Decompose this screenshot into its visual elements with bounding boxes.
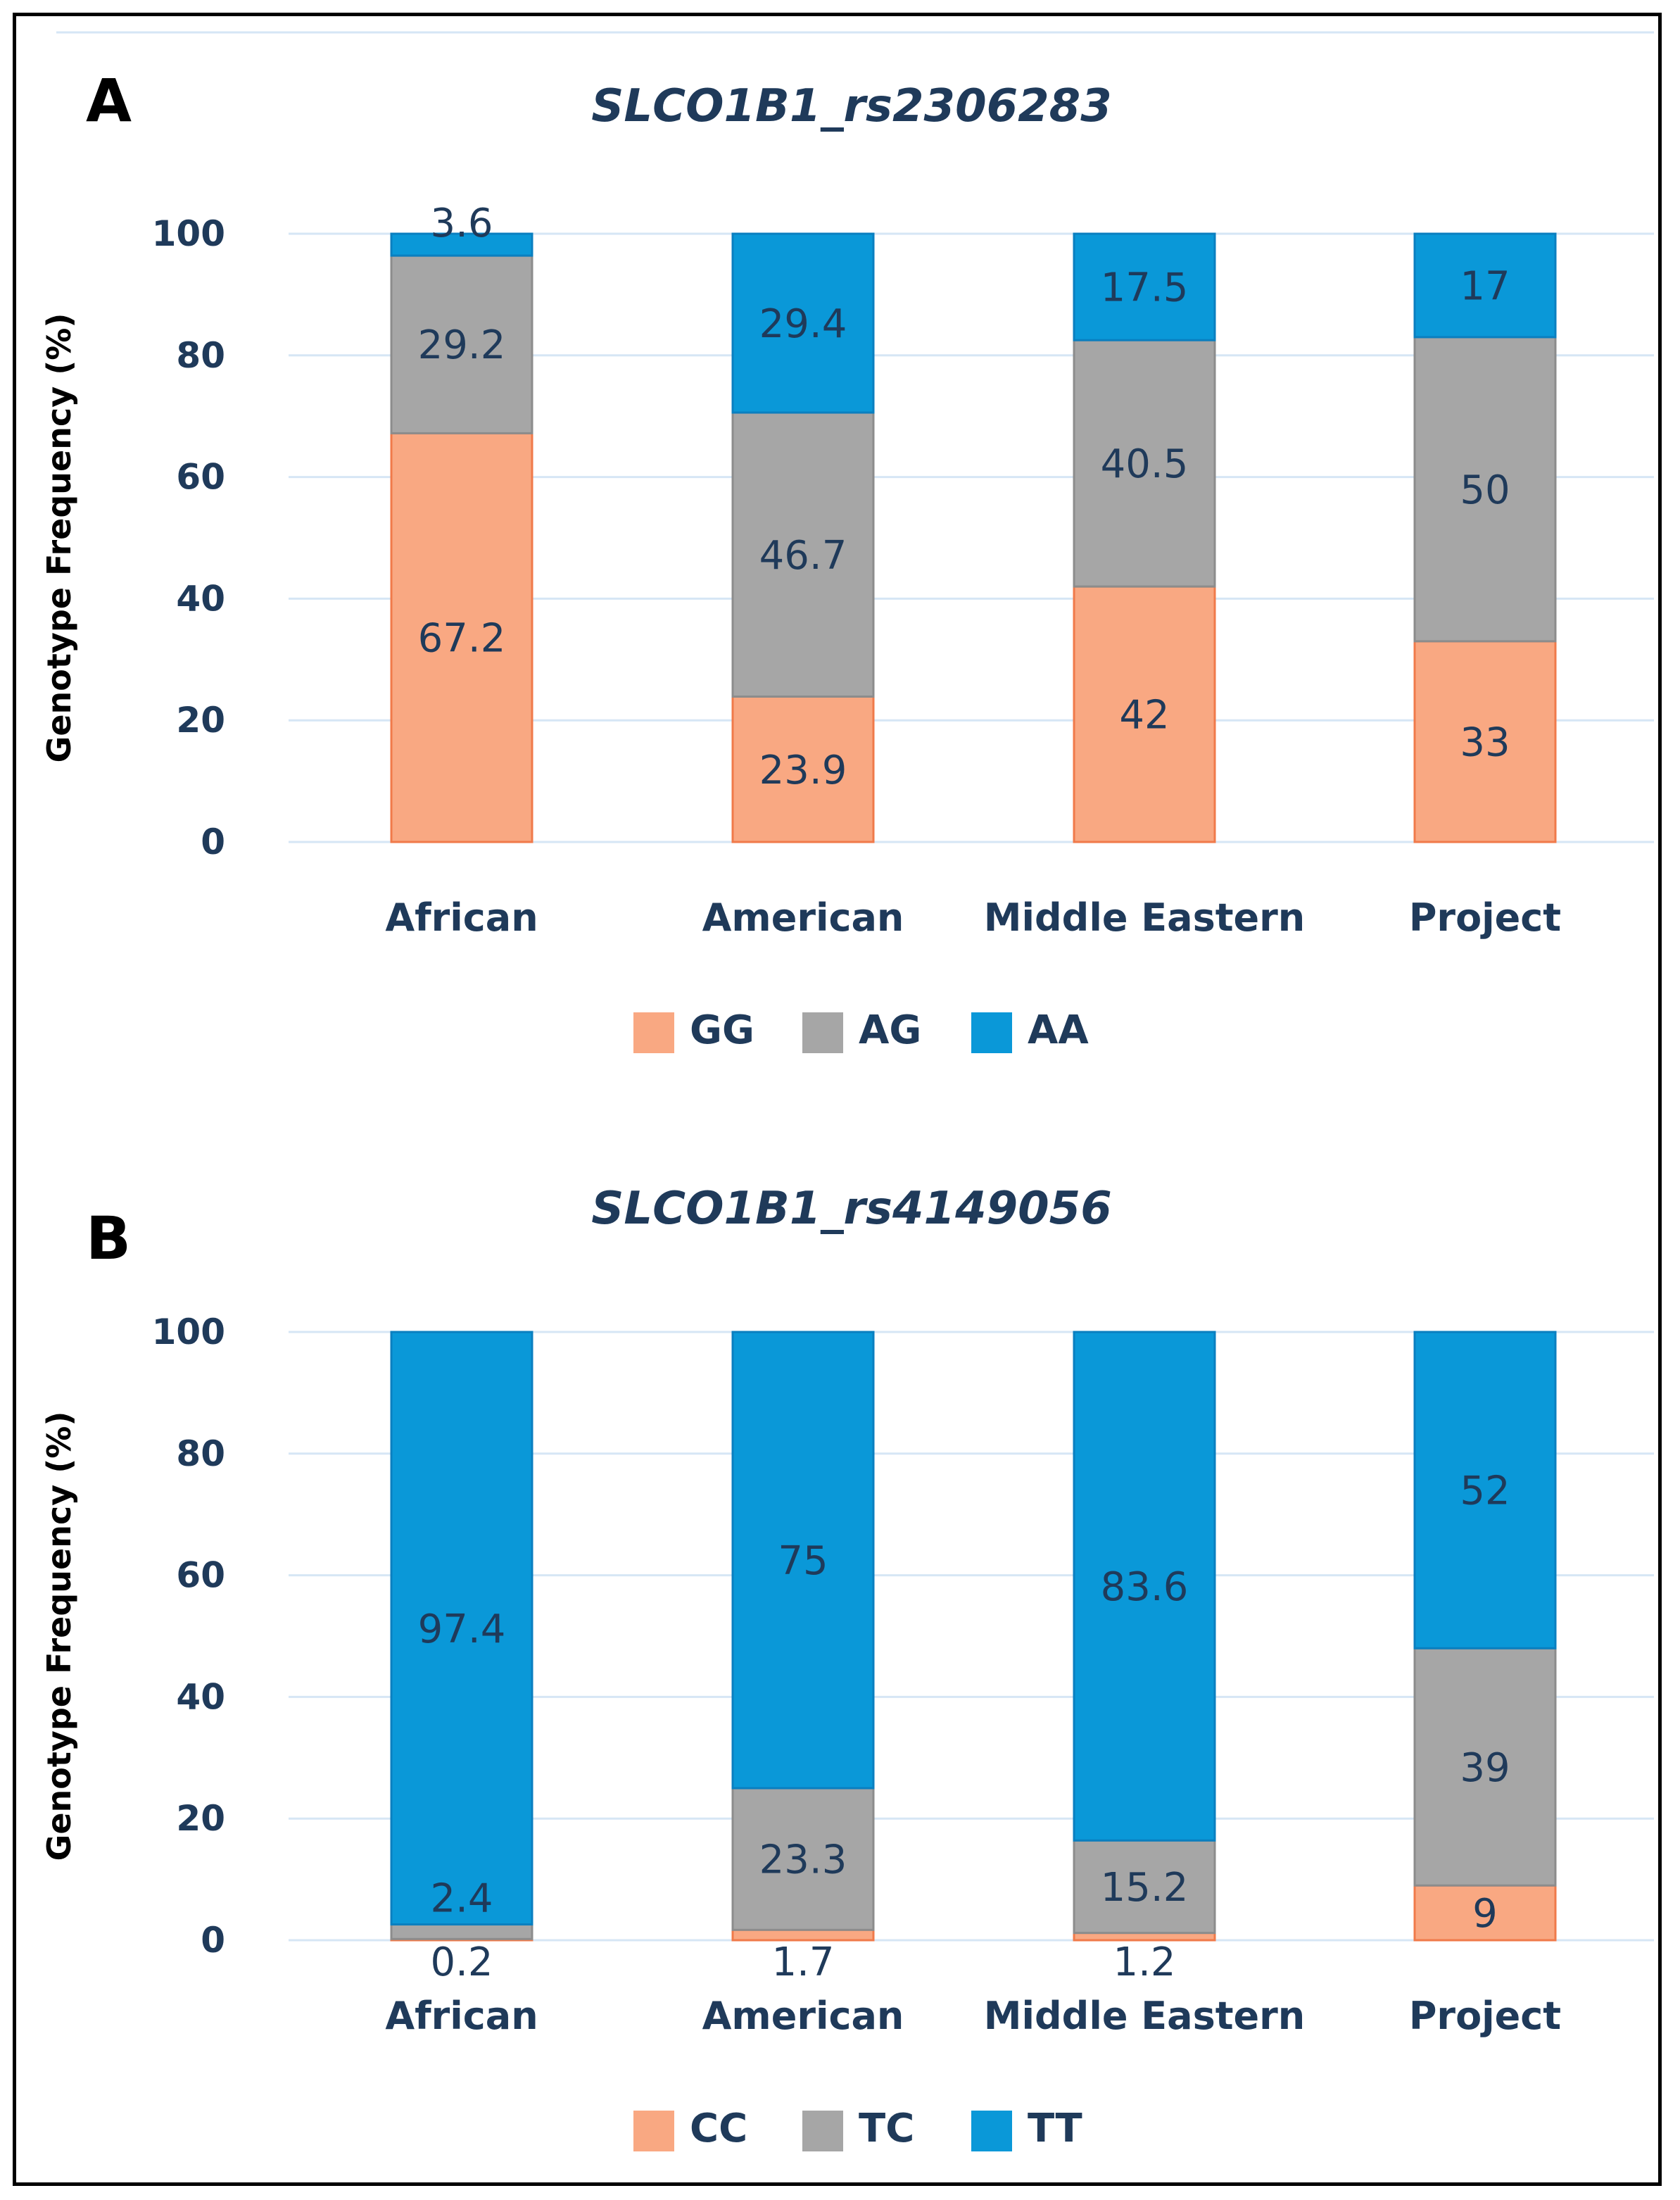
- y-axis-label: Genotype Frequency (%): [40, 1412, 78, 1861]
- legend-swatch-ag: [802, 1012, 843, 1053]
- y-tick-label: 80: [176, 1433, 225, 1474]
- x-category-label: African: [385, 895, 538, 940]
- legend-label-cc: CC: [690, 2106, 747, 2151]
- y-tick-label: 0: [201, 822, 225, 862]
- legend-swatch-cc: [633, 2111, 674, 2151]
- y-tick-label: 40: [176, 578, 225, 619]
- chart-title: SLCO1B1_rs2306283: [591, 80, 1111, 132]
- bar-segment-gg-african: [390, 432, 533, 843]
- data-label: 67.2: [418, 616, 506, 662]
- x-category-label: Middle Eastern: [984, 895, 1305, 940]
- x-category-label: Project: [1409, 1994, 1561, 2038]
- bar-segment-ag-african: [390, 254, 533, 434]
- data-label: 23.3: [759, 1837, 847, 1883]
- chart-panel-b: B SLCO1B1_rs4149056 0 20 40 60 80 100 Genotype F…: [40, 1183, 1654, 2151]
- x-category-label: American: [702, 895, 904, 940]
- bar-segment-gg-american: [731, 696, 875, 843]
- y-tick-label: 0: [201, 1920, 225, 1961]
- data-label: 50: [1460, 467, 1510, 513]
- data-label: 17.5: [1101, 265, 1189, 311]
- data-label: 33: [1460, 719, 1510, 765]
- legend-swatch-tc: [802, 2111, 843, 2151]
- data-label: 52: [1460, 1469, 1510, 1514]
- chart-title: SLCO1B1_rs4149056: [591, 1183, 1111, 1235]
- bar-segment-ag-american: [731, 411, 875, 698]
- data-label: 39: [1460, 1745, 1510, 1791]
- data-label: 17: [1460, 263, 1510, 309]
- x-category-label: African: [385, 1994, 538, 2038]
- bar-segment-cc-american: [731, 1928, 875, 1942]
- bar-segment-tt-american: [731, 1331, 875, 1790]
- bar-segment-tc-middle-eastern: [1073, 1839, 1216, 1935]
- bar-segment-aa-project: [1413, 232, 1557, 339]
- legend-swatch-gg: [633, 1012, 674, 1053]
- bar-segment-tt-african: [390, 1331, 533, 1926]
- data-label: 97.4: [418, 1607, 506, 1652]
- bar-segment-aa-american: [731, 232, 875, 414]
- bar-segment-ag-middle-eastern: [1073, 339, 1216, 588]
- bar-segment-aa-african: [390, 232, 533, 257]
- bar-segment-gg-middle-eastern: [1073, 585, 1216, 843]
- y-tick-label: 80: [176, 335, 225, 376]
- legend-label-gg: GG: [690, 1007, 754, 1053]
- y-tick-label: 60: [176, 457, 225, 498]
- data-label: 75: [778, 1538, 828, 1584]
- y-tick-label: 60: [176, 1555, 225, 1596]
- y-tick-label: 100: [152, 1312, 225, 1352]
- legend-label-ag: AG: [859, 1007, 921, 1053]
- data-label: 29.2: [418, 322, 506, 368]
- legend-swatch-tt: [971, 2111, 1012, 2151]
- data-label: 9: [1472, 1891, 1498, 1937]
- bar-segment-ag-project: [1413, 336, 1557, 643]
- data-label: 42: [1119, 693, 1169, 738]
- data-label: 1.7: [771, 1940, 834, 1985]
- chart-panel-a: A SLCO1B1_rs2306283 0 20 40 60 80 100 Genotype F…: [40, 31, 1654, 1053]
- x-category-label: Project: [1409, 895, 1561, 940]
- x-category-label: Middle Eastern: [984, 1994, 1305, 2038]
- bar-segment-gg-project: [1413, 640, 1557, 843]
- data-label: 29.4: [759, 301, 847, 347]
- y-tick-label: 100: [152, 213, 225, 254]
- y-tick-label: 20: [176, 1798, 225, 1839]
- bar-segment-tt-project: [1413, 1331, 1557, 1649]
- legend-label-tt: TT: [1028, 2106, 1082, 2151]
- data-label: 15.2: [1101, 1865, 1189, 1911]
- y-axis-label: Genotype Frequency (%): [40, 313, 78, 763]
- panel-letter: A: [86, 66, 132, 135]
- bar-segment-tc-american: [731, 1787, 875, 1931]
- y-tick-label: 20: [176, 700, 225, 741]
- data-label: 2.4: [430, 1876, 493, 1922]
- legend-swatch-aa: [971, 1012, 1012, 1053]
- legend-label-aa: AA: [1028, 1007, 1089, 1053]
- data-label: 1.2: [1113, 1940, 1175, 1985]
- panel-letter: B: [86, 1204, 131, 1273]
- data-label: 23.9: [759, 748, 847, 793]
- data-label: 83.6: [1101, 1564, 1189, 1610]
- bar-segment-tc-project: [1413, 1647, 1557, 1887]
- data-label: 3.6: [430, 201, 493, 246]
- data-label: 40.5: [1101, 441, 1189, 487]
- legend-label-tc: TC: [859, 2106, 914, 2151]
- data-label: 0.2: [430, 1940, 493, 1985]
- x-category-label: American: [702, 1994, 904, 2038]
- bar-segment-aa-middle-eastern: [1073, 232, 1216, 341]
- bar-segment-tc-african: [390, 1923, 533, 1940]
- data-label: 46.7: [759, 533, 847, 579]
- y-tick-label: 40: [176, 1676, 225, 1717]
- bar-segment-tt-middle-eastern: [1073, 1331, 1216, 1842]
